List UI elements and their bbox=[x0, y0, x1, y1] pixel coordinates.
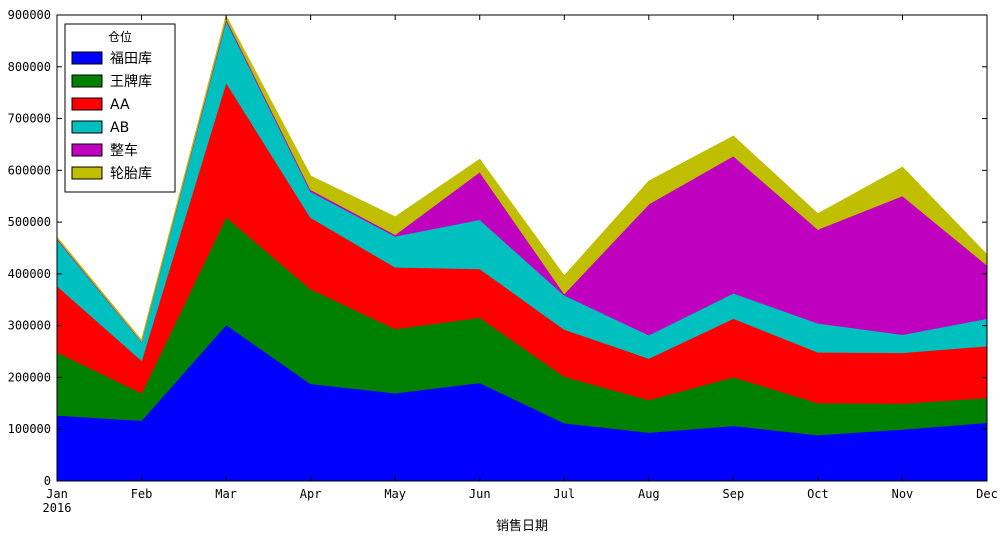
legend-swatch-3 bbox=[71, 120, 103, 134]
legend-label-5: 轮胎库 bbox=[110, 166, 152, 182]
x-axis-title: 销售日期 bbox=[496, 518, 548, 534]
y-tick-label: 800000 bbox=[8, 60, 51, 74]
x-tick-label: Oct bbox=[807, 487, 829, 501]
x-tick-label: Mar bbox=[215, 487, 237, 501]
x-tick-label: Apr bbox=[300, 487, 322, 501]
legend-swatch-4 bbox=[71, 143, 103, 157]
y-tick-label: 200000 bbox=[8, 370, 51, 384]
legend-label-4: 整车 bbox=[110, 142, 138, 159]
y-tick-label: 100000 bbox=[8, 422, 51, 436]
x-tick-label: Sep bbox=[723, 487, 745, 501]
x-axis: Jan Feb Mar Apr May Jun Jul Aug Sep Oct Nov Dec bbox=[46, 15, 998, 501]
x-tick-label: Jul bbox=[553, 487, 575, 501]
x-tick-label: Aug bbox=[638, 487, 660, 501]
legend-swatch-0 bbox=[71, 51, 103, 65]
x-tick-label: Dec bbox=[976, 487, 998, 501]
x-tick-label: Jun bbox=[469, 487, 491, 501]
y-tick-label: 600000 bbox=[8, 163, 51, 177]
y-tick-label: 700000 bbox=[8, 112, 51, 126]
legend-swatch-2 bbox=[71, 97, 103, 111]
x-tick-label: May bbox=[384, 487, 406, 501]
x-tick-label: Nov bbox=[892, 487, 914, 501]
areas-layer bbox=[56, 14, 988, 482]
legend-label-1: 王牌库 bbox=[110, 73, 152, 90]
plot-frame bbox=[56, 14, 988, 482]
x-tick-label: Jan bbox=[46, 487, 68, 501]
legend-title: 仓位 bbox=[108, 29, 132, 44]
x-tick-label: Feb bbox=[131, 487, 153, 501]
y-tick-label: 900000 bbox=[8, 8, 51, 22]
y-tick-label: 300000 bbox=[8, 319, 51, 333]
legend-swatch-5 bbox=[71, 166, 103, 180]
legend-label-0: 福田库 bbox=[110, 51, 152, 67]
x-axis-year-label: 2016 bbox=[43, 501, 72, 515]
legend-label-3: AB bbox=[110, 120, 129, 136]
y-axis: 0 100000 200000 300000 400000 500000 600000 700… bbox=[8, 8, 987, 488]
y-tick-label: 0 bbox=[44, 474, 51, 488]
y-tick-label: 500000 bbox=[8, 215, 51, 229]
legend-swatch-1 bbox=[71, 74, 103, 88]
legend-label-2: AA bbox=[110, 97, 130, 113]
y-tick-label: 400000 bbox=[8, 267, 51, 281]
